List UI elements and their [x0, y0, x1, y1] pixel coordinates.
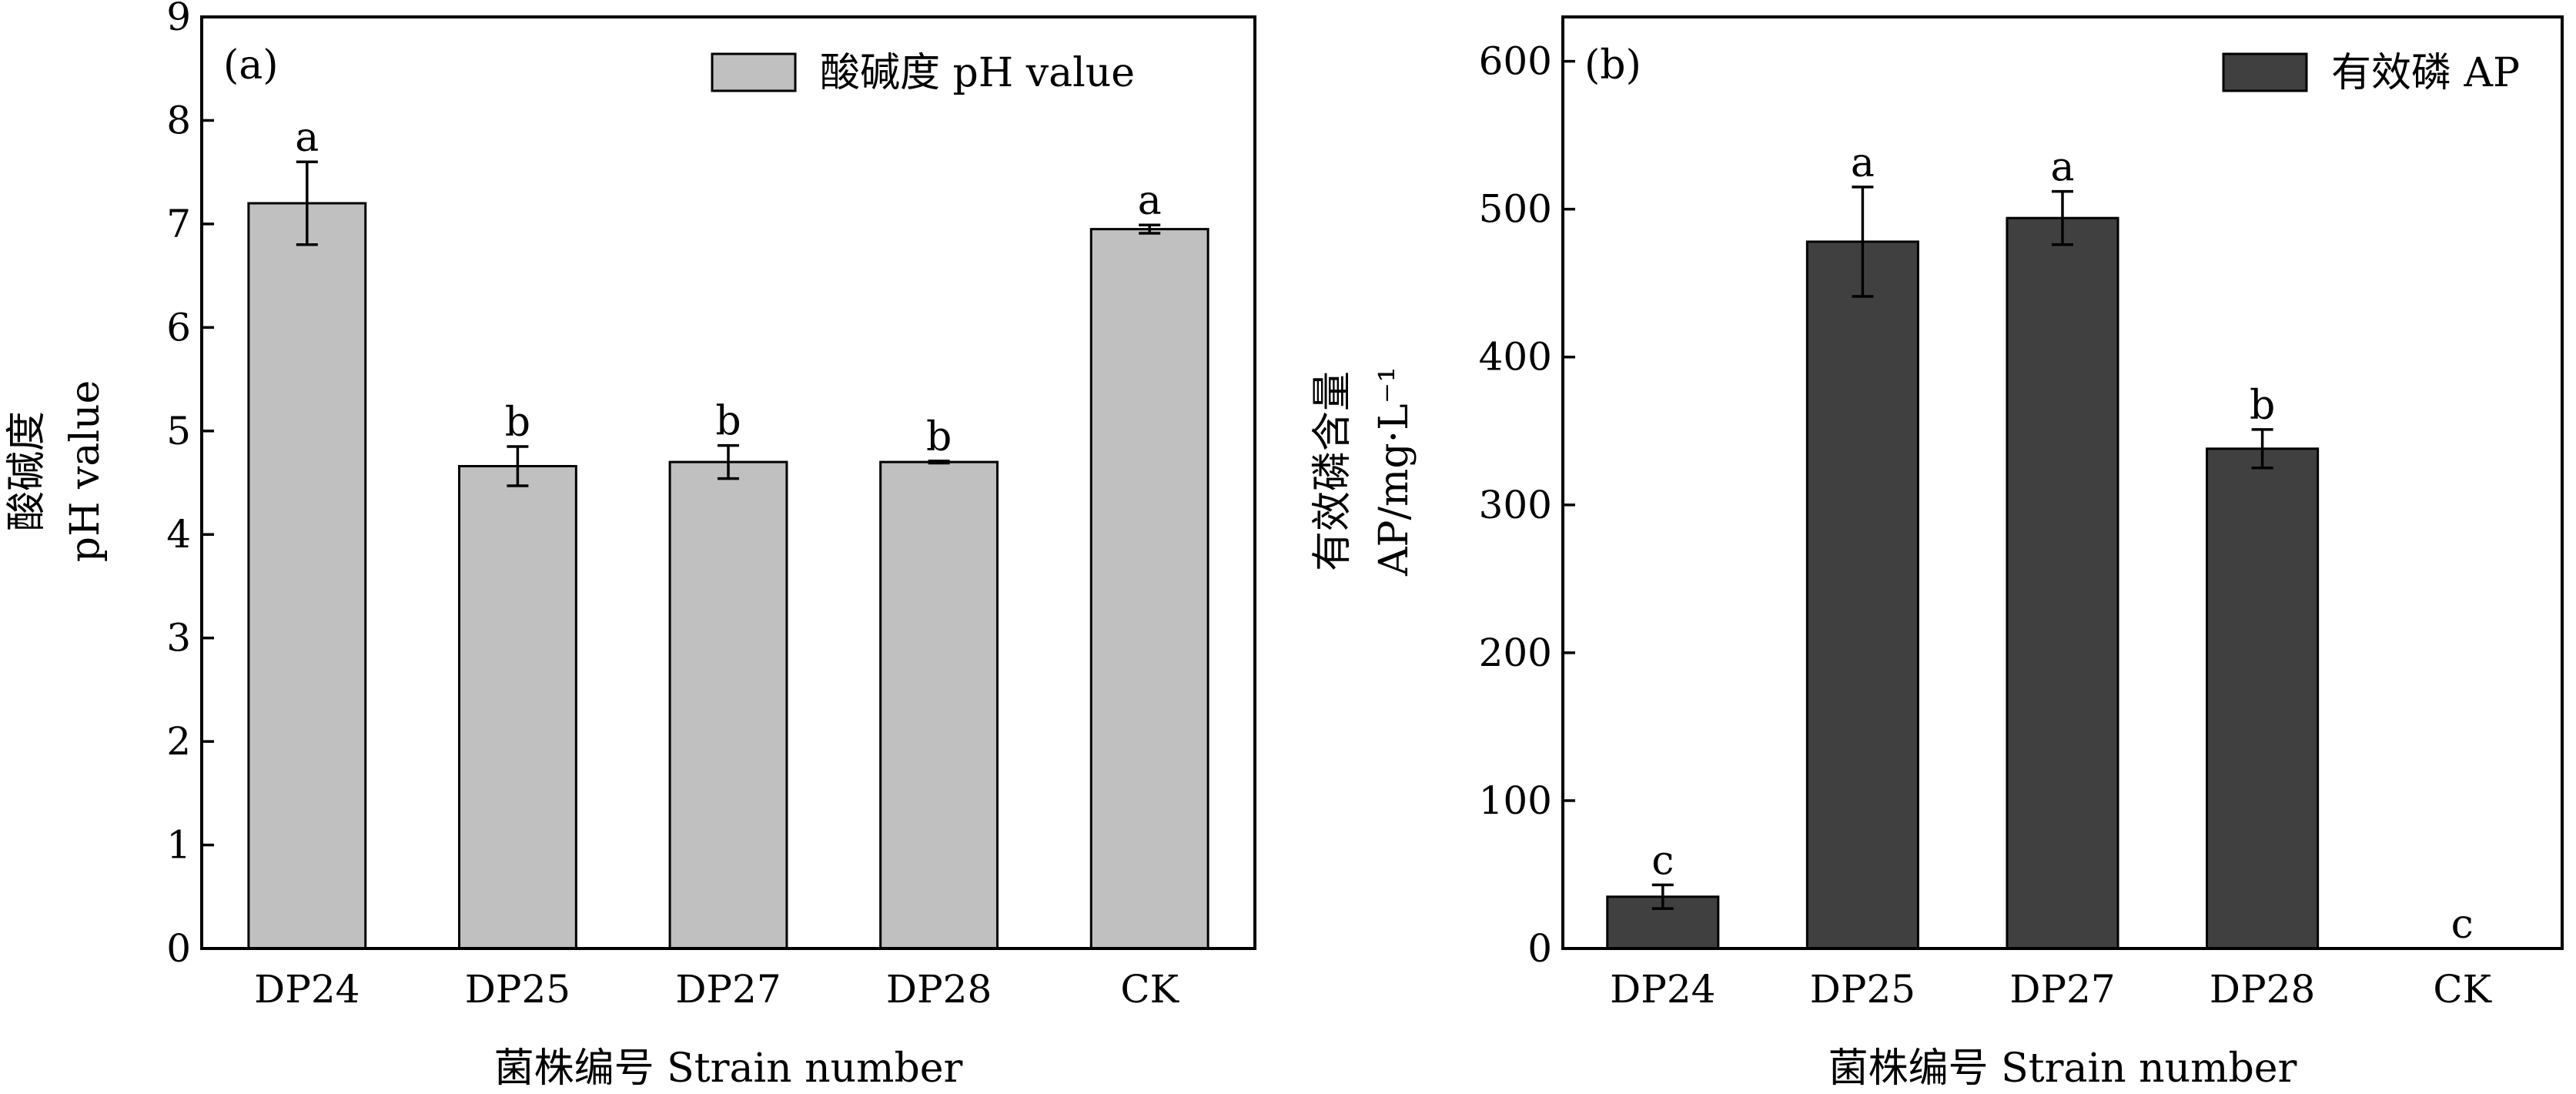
- y-axis-title-line-1: 有效磷含量: [1310, 371, 1356, 571]
- legend-label: 有效磷 AP: [2331, 50, 2520, 96]
- x-tick-label: DP28: [2210, 967, 2315, 1012]
- error-bar-dp25: [507, 445, 529, 487]
- significance-letter: a: [295, 115, 319, 161]
- y-tick-label: 200: [1479, 631, 1552, 675]
- legend: 酸碱度 pH value: [711, 50, 1135, 96]
- bar-dp27: [668, 460, 788, 950]
- x-tick-label: DP28: [886, 967, 992, 1012]
- plot-frame: [200, 15, 1256, 950]
- chart-panel-2: c DP24 a DP25 a DP27 b DP28 c CK 0 100 200 300 400 500 6…: [1310, 15, 2564, 1092]
- x-tick-label: CK: [2433, 967, 2492, 1012]
- bar-dp24: [247, 202, 367, 950]
- x-tick-label: DP25: [1810, 967, 1915, 1012]
- significance-letter: c: [1651, 838, 1674, 884]
- y-tick-label: 400: [1479, 335, 1552, 380]
- panel-label: (b): [1584, 42, 1641, 89]
- legend-swatch: [711, 52, 797, 92]
- y-axis-title-line-2: pH value: [62, 380, 109, 562]
- legend: 有效磷 AP: [2222, 50, 2520, 96]
- legend-label: 酸碱度 pH value: [820, 50, 1135, 96]
- y-tick-label: 5: [166, 409, 191, 453]
- error-bar-dp28: [2251, 428, 2273, 470]
- y-tick-label: 600: [1479, 39, 1552, 84]
- significance-letter: b: [505, 400, 530, 446]
- x-tick-label: DP25: [465, 967, 570, 1012]
- x-tick-label: DP24: [1610, 967, 1715, 1012]
- y-tick-label: 2: [166, 719, 191, 764]
- panel-label: (a): [223, 42, 279, 89]
- error-bar-dp25: [1852, 186, 1874, 298]
- significance-letter: a: [1138, 178, 1162, 224]
- x-tick-label: CK: [1120, 967, 1179, 1012]
- error-bar-ck: [1139, 223, 1161, 235]
- error-bar-dp27: [2052, 189, 2073, 246]
- significance-letter: a: [2050, 145, 2074, 191]
- y-tick-label: 1: [166, 823, 191, 868]
- error-bar-dp27: [718, 443, 739, 480]
- bar-dp25: [1805, 240, 1919, 950]
- error-bar-dp24: [296, 160, 318, 246]
- x-axis-title: 菌株编号 Strain number: [494, 1045, 963, 1092]
- plot-frame: [1561, 15, 2564, 950]
- y-axis-title-line-1: 酸碱度: [4, 411, 50, 531]
- bar-ck: [1089, 228, 1209, 950]
- significance-letter: b: [715, 399, 741, 445]
- y-tick-label: 3: [166, 616, 191, 661]
- y-tick-label: 500: [1479, 187, 1552, 232]
- y-tick-label: 4: [166, 512, 191, 557]
- error-bar-dp24: [1651, 883, 1674, 910]
- x-tick-label: DP27: [2009, 967, 2115, 1012]
- x-tick-label: DP24: [254, 967, 360, 1012]
- bar-dp28: [879, 460, 999, 950]
- bar-dp25: [457, 464, 577, 950]
- y-axis-title-line-2: AP/mg·L⁻¹: [1371, 366, 1417, 577]
- legend-swatch: [2222, 52, 2308, 92]
- y-tick-label: 8: [166, 98, 191, 142]
- y-tick-label: 300: [1479, 483, 1552, 527]
- y-tick-label: 9: [166, 0, 191, 39]
- y-tick-label: 100: [1479, 778, 1552, 823]
- y-tick-label: 6: [166, 305, 191, 350]
- x-tick-label: DP27: [675, 967, 781, 1012]
- y-tick-label: 7: [166, 202, 191, 246]
- significance-letter: c: [2451, 902, 2474, 948]
- error-bar-dp28: [928, 460, 950, 465]
- bar-dp28: [2206, 447, 2320, 950]
- chart-panel-1: a DP24 b DP25 b DP27 b DP28 a CK 0 1 2 3 4 5 6 7 8 9 (a) 酸碱度 …: [4, 0, 1256, 1092]
- significance-letter: b: [2250, 383, 2275, 429]
- y-tick-label: 0: [1527, 926, 1552, 971]
- bar-dp27: [2006, 216, 2119, 950]
- x-axis-title: 菌株编号 Strain number: [1828, 1045, 2297, 1092]
- significance-letter: a: [1851, 140, 1875, 186]
- y-tick-label: 0: [166, 926, 191, 971]
- significance-letter: b: [926, 414, 952, 460]
